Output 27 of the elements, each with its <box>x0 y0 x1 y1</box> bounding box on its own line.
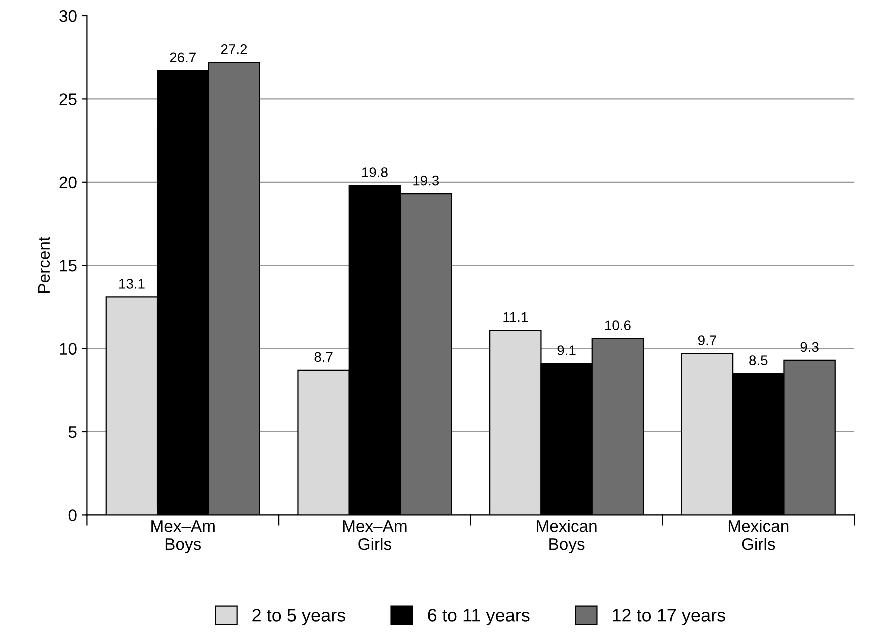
data-label: 8.7 <box>314 352 333 362</box>
data-label: 8.5 <box>750 356 768 366</box>
legend-label: 6 to 11 years <box>428 609 530 626</box>
x-tick-label: Mexican Boys <box>537 520 597 554</box>
data-label: 19.8 <box>362 168 388 178</box>
y-tick-label: 5 <box>68 426 77 438</box>
y-axis-title: Percent <box>38 237 50 293</box>
data-label: 9.7 <box>698 336 716 346</box>
x-tick-label: Mex–Am Girls <box>343 520 407 550</box>
data-label: 26.7 <box>170 52 196 63</box>
data-label: 27.2 <box>221 44 248 54</box>
data-label: 13.1 <box>120 279 145 289</box>
data-label: 19.3 <box>414 176 440 186</box>
legend-label: 12 to 17 years <box>613 609 726 626</box>
x-tick-label: Mexican Girls <box>728 520 789 550</box>
data-label: 11.1 <box>504 312 528 322</box>
data-label: 10.6 <box>606 320 631 331</box>
y-tick-label: 10 <box>60 343 77 356</box>
y-tick-label: 20 <box>60 176 77 189</box>
y-tick-label: 30 <box>60 10 77 22</box>
data-label: 9.1 <box>558 346 576 356</box>
y-tick-label: 25 <box>60 94 77 106</box>
data-label: 9.3 <box>800 342 819 352</box>
y-tick-label: 0 <box>68 510 77 522</box>
legend-label: 2 to 5 years <box>252 609 346 626</box>
x-tick-label: Mex–Am Boys <box>152 520 215 554</box>
y-tick-label: 15 <box>60 260 77 272</box>
